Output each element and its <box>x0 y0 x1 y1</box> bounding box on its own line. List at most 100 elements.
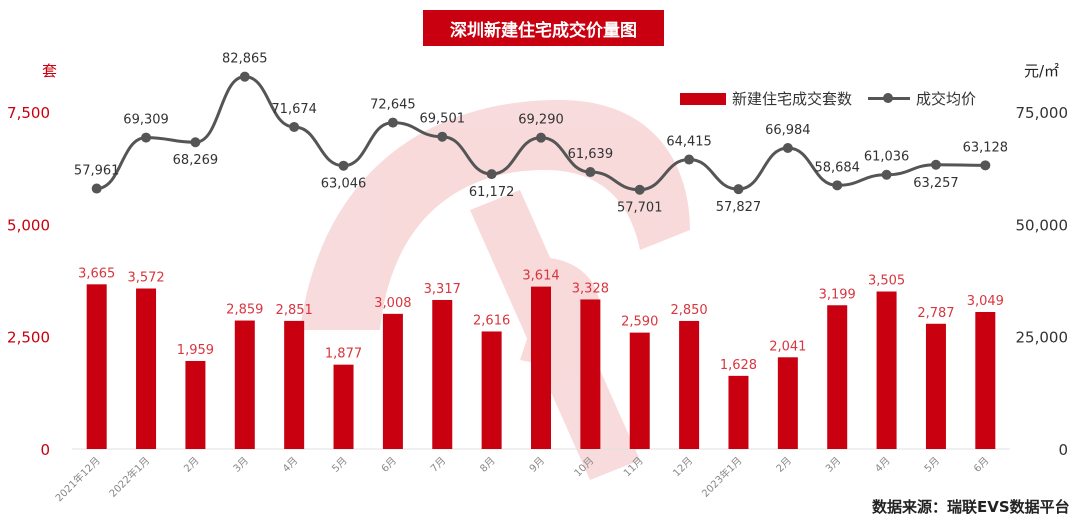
line-point <box>91 183 102 194</box>
line-data-label: 63,257 <box>913 176 959 191</box>
bar <box>925 323 946 449</box>
line-series: 57,961 69,309 68,269 82,865 71,674 63,046 72,6… <box>74 52 1008 216</box>
line-data-label: 57,827 <box>716 200 762 215</box>
line-point <box>437 131 448 142</box>
line-point <box>684 154 695 165</box>
bar <box>185 360 206 449</box>
legend: 新建住宅成交套数 成交均价 <box>680 88 976 109</box>
source-note: 数据来源：瑞联EVS数据平台 <box>872 498 1070 516</box>
bar <box>531 286 551 449</box>
line-data-label: 72,645 <box>370 98 416 113</box>
right-axis-tick-label: 0 <box>1058 441 1068 459</box>
bar-data-label: 3,505 <box>868 274 905 289</box>
line-point <box>190 137 201 148</box>
line-data-label: 61,036 <box>864 150 910 165</box>
right-axis-unit: 元/㎡ <box>1024 62 1060 80</box>
x-axis-tick-label: 2月 <box>774 455 794 475</box>
legend-bar-label: 新建住宅成交套数 <box>732 90 853 108</box>
x-axis-tick-label: 2022年1月 <box>106 454 152 500</box>
x-axis-tick-label: 4月 <box>280 455 300 475</box>
line-data-label: 61,639 <box>568 147 614 162</box>
right-axis-tick-label: 75,000 <box>1016 104 1069 122</box>
line-point <box>881 169 892 180</box>
x-axis-tick-label: 12月 <box>671 455 696 480</box>
x-axis-tick-label: 5月 <box>922 455 942 475</box>
legend-line-label: 成交均价 <box>916 90 977 108</box>
bar <box>876 291 897 449</box>
line-data-label: 61,172 <box>469 185 515 200</box>
bar-data-label: 2,590 <box>621 315 658 330</box>
line-data-label: 69,309 <box>123 113 169 128</box>
bar <box>284 320 305 449</box>
left-axis-tick-label: 0 <box>40 441 50 459</box>
line-data-label: 58,684 <box>814 160 860 175</box>
bar <box>580 299 601 449</box>
bar <box>629 332 650 449</box>
bar-data-label: 1,959 <box>177 343 214 358</box>
line-data-label: 57,701 <box>617 201 663 216</box>
line-point <box>930 159 941 170</box>
bar-data-label: 2,616 <box>473 313 510 328</box>
bar <box>382 313 403 449</box>
bar <box>234 320 255 449</box>
line-point <box>289 121 300 132</box>
x-axis-tick-label: 5月 <box>330 455 350 475</box>
line-data-label: 64,415 <box>666 135 712 150</box>
bar-data-label: 2,859 <box>226 303 263 318</box>
bar <box>728 375 749 449</box>
bar-series: 3,665 3,572 1,959 2,859 2,851 1,877 3,008 3,317… <box>78 266 1004 449</box>
line-data-label: 63,128 <box>963 140 1009 155</box>
bar <box>975 311 996 449</box>
price-line <box>96 75 986 192</box>
line-data-label: 71,674 <box>271 102 317 117</box>
line-point <box>782 143 793 154</box>
line-point <box>634 184 645 195</box>
line-data-label: 69,501 <box>420 112 466 127</box>
bar-data-label: 2,787 <box>917 306 954 321</box>
bar <box>777 357 798 449</box>
bar-data-label: 3,199 <box>819 287 856 302</box>
line-point <box>141 132 152 143</box>
bar <box>481 331 502 449</box>
line-point <box>387 117 398 128</box>
bar-data-label: 3,328 <box>572 281 609 296</box>
line-point <box>338 160 349 171</box>
right-axis-tick-label: 25,000 <box>1016 329 1069 347</box>
line-data-label: 82,865 <box>222 52 268 67</box>
bar <box>679 320 700 449</box>
bar-data-label: 3,572 <box>127 270 164 285</box>
bar-data-label: 2,851 <box>276 303 313 318</box>
bar-data-label: 2,041 <box>769 339 806 354</box>
line-data-label: 68,269 <box>173 153 219 168</box>
x-axis-tick-label: 8月 <box>478 455 498 475</box>
bar <box>333 364 354 449</box>
line-point <box>536 132 546 143</box>
right-axis-tick-label: 50,000 <box>1016 216 1069 234</box>
bar-data-label: 3,614 <box>522 269 559 284</box>
line-data-label: 69,290 <box>518 113 564 128</box>
bar-data-label: 3,049 <box>967 294 1004 309</box>
bar <box>432 299 453 449</box>
bar-data-label: 3,317 <box>424 282 461 297</box>
line-data-label: 66,984 <box>765 123 811 138</box>
bar <box>136 288 157 449</box>
legend-line-swatch <box>868 93 911 103</box>
bar-data-label: 2,850 <box>670 303 707 318</box>
left-axis-tick-label: 2,500 <box>7 329 50 347</box>
x-axis-tick-label: 6月 <box>971 455 991 475</box>
bar <box>827 305 848 449</box>
line-point <box>832 180 843 191</box>
bar-data-label: 3,008 <box>374 296 411 311</box>
x-axis-tick-label: 3月 <box>231 455 251 475</box>
line-point <box>733 184 744 195</box>
bar-data-label: 1,628 <box>720 358 757 373</box>
line-point <box>585 167 596 178</box>
x-axis-tick-label: 2月 <box>181 455 201 475</box>
bar-data-label: 3,665 <box>78 266 115 281</box>
bar <box>86 284 107 449</box>
line-point <box>486 169 497 180</box>
left-axis-unit: 套 <box>42 62 58 80</box>
line-point <box>239 71 250 82</box>
x-axis-tick-label: 4月 <box>873 455 893 475</box>
left-axis-tick-label: 5,000 <box>7 216 50 234</box>
